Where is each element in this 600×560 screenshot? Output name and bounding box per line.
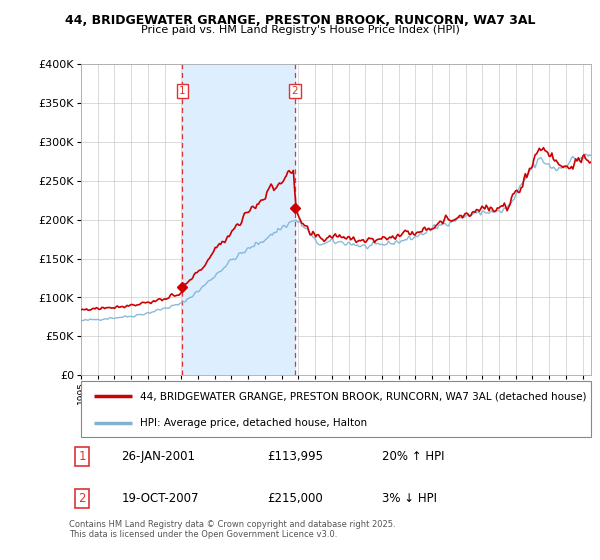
- Text: £113,995: £113,995: [268, 450, 323, 463]
- Text: 26-JAN-2001: 26-JAN-2001: [121, 450, 195, 463]
- Text: 1: 1: [78, 450, 86, 463]
- Text: £215,000: £215,000: [268, 492, 323, 505]
- Text: 44, BRIDGEWATER GRANGE, PRESTON BROOK, RUNCORN, WA7 3AL (detached house): 44, BRIDGEWATER GRANGE, PRESTON BROOK, R…: [140, 391, 586, 402]
- FancyBboxPatch shape: [81, 381, 591, 437]
- Text: 1: 1: [179, 86, 186, 96]
- Text: 20% ↑ HPI: 20% ↑ HPI: [382, 450, 445, 463]
- Bar: [182, 64, 295, 375]
- Text: 3% ↓ HPI: 3% ↓ HPI: [382, 492, 437, 505]
- Text: 44, BRIDGEWATER GRANGE, PRESTON BROOK, RUNCORN, WA7 3AL: 44, BRIDGEWATER GRANGE, PRESTON BROOK, R…: [65, 14, 535, 27]
- Text: 2: 2: [292, 86, 298, 96]
- Text: 2: 2: [78, 492, 86, 505]
- Text: HPI: Average price, detached house, Halton: HPI: Average price, detached house, Halt…: [140, 418, 367, 428]
- Text: 19-OCT-2007: 19-OCT-2007: [121, 492, 199, 505]
- Text: Contains HM Land Registry data © Crown copyright and database right 2025.
This d: Contains HM Land Registry data © Crown c…: [69, 520, 395, 539]
- Text: Price paid vs. HM Land Registry's House Price Index (HPI): Price paid vs. HM Land Registry's House …: [140, 25, 460, 35]
